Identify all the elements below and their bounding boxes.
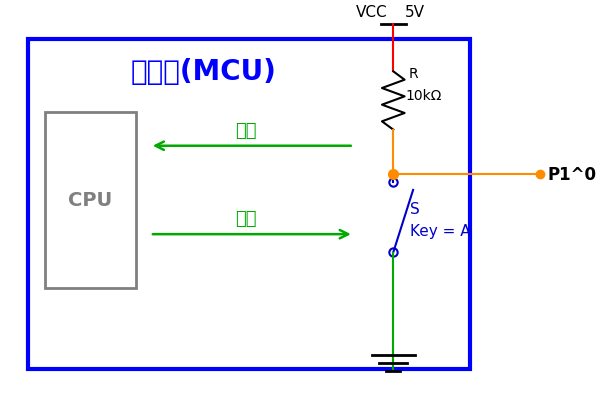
Text: 单片机(MCU): 单片机(MCU) xyxy=(131,58,277,86)
Text: 输出: 输出 xyxy=(235,210,257,227)
Text: 10kΩ: 10kΩ xyxy=(406,89,442,102)
Text: R: R xyxy=(409,67,418,81)
Text: S: S xyxy=(410,201,420,216)
FancyBboxPatch shape xyxy=(28,40,470,369)
Text: 5V: 5V xyxy=(406,5,425,20)
Text: Key = A: Key = A xyxy=(410,223,471,238)
Text: VCC: VCC xyxy=(355,5,387,20)
Text: P1^0: P1^0 xyxy=(548,166,597,183)
Text: CPU: CPU xyxy=(68,191,113,210)
Text: 输入: 输入 xyxy=(235,122,257,139)
FancyBboxPatch shape xyxy=(45,112,136,289)
